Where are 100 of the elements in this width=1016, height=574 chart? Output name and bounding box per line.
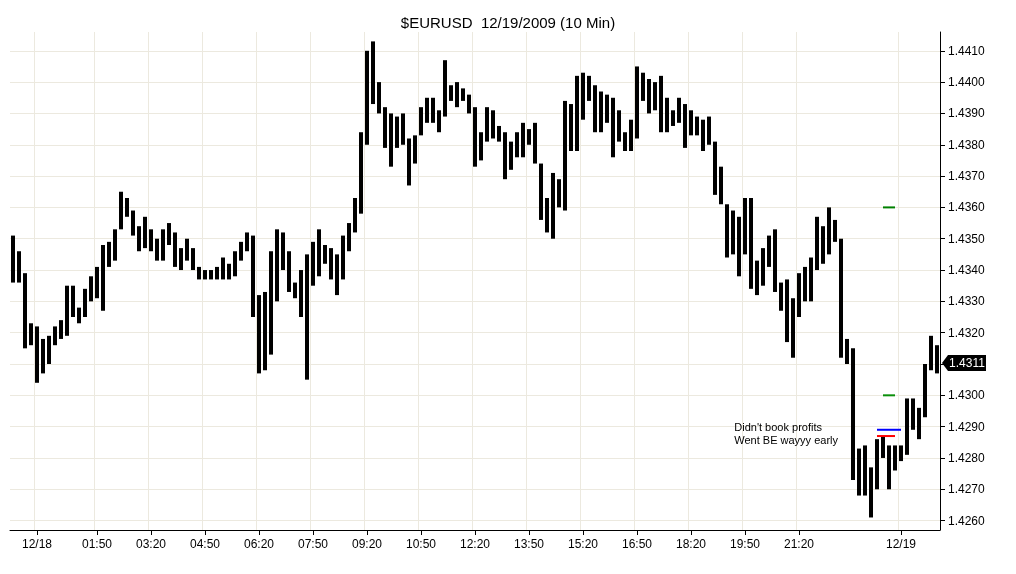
bar [10, 235, 16, 283]
bar [100, 244, 106, 311]
bar [214, 266, 220, 280]
bar [904, 398, 910, 455]
bar [208, 270, 214, 280]
y-tick-label: 1.4360 [948, 200, 986, 215]
bar [532, 122, 538, 164]
bar [796, 273, 802, 318]
bar [58, 320, 64, 339]
bar [292, 282, 298, 299]
bar [754, 260, 760, 296]
x-tick-label: 07:50 [297, 537, 329, 551]
bar [376, 82, 382, 114]
bar [64, 285, 70, 336]
x-tick-label: 12:20 [459, 537, 491, 551]
text: 1.4311 [949, 356, 986, 370]
bar [622, 132, 628, 152]
bar [802, 266, 808, 302]
bar [316, 229, 322, 277]
bar [910, 398, 916, 430]
bar [394, 116, 400, 148]
x-tick-label: 21:20 [783, 537, 815, 551]
bar [472, 107, 478, 167]
bar [508, 141, 514, 170]
bar [916, 407, 922, 440]
bar [196, 266, 202, 280]
bar [628, 119, 634, 152]
bar [466, 94, 472, 114]
bar [202, 270, 208, 280]
bar [688, 110, 694, 136]
bar [574, 75, 580, 152]
bar [424, 97, 430, 123]
bar [268, 251, 274, 355]
bar [448, 85, 454, 101]
bar [826, 207, 832, 255]
bar [892, 445, 898, 471]
bar [310, 241, 316, 286]
y-tick-label: 1.4260 [948, 513, 986, 528]
y-tick-label: 1.4370 [948, 169, 986, 184]
bar [868, 467, 874, 518]
bar [406, 138, 412, 186]
bar [148, 229, 154, 252]
x-tick-label: 15:20 [567, 537, 599, 551]
x-tick-label: 12/18 [21, 537, 53, 551]
y-tick-label: 1.4390 [948, 106, 986, 121]
bar [172, 232, 178, 267]
bar [106, 241, 112, 267]
bar [412, 135, 418, 164]
bar [784, 279, 790, 343]
bar [610, 97, 616, 158]
bar [928, 335, 934, 371]
bar [736, 216, 742, 277]
bar [814, 216, 820, 271]
bar [160, 229, 166, 261]
bar [556, 179, 562, 208]
y-tick-label: 1.4290 [948, 419, 986, 434]
y-tick-label: 1.4340 [948, 263, 986, 278]
bar [112, 229, 118, 261]
x-tick-label: 13:50 [513, 537, 545, 551]
bar [82, 288, 88, 318]
bar [16, 251, 22, 283]
annotation: Didn't book profits Went BE wayyy early [734, 420, 839, 446]
x-tick-label: 19:50 [729, 537, 761, 551]
bar [718, 166, 724, 205]
y-tick-label: 1.4300 [948, 388, 986, 403]
bar [496, 125, 502, 142]
bar [832, 219, 838, 242]
bar [712, 141, 718, 195]
x-tick-label: 10:50 [405, 537, 437, 551]
bar [232, 251, 238, 277]
bar [538, 163, 544, 220]
bar [184, 238, 190, 261]
bar [304, 254, 310, 380]
bar [352, 198, 358, 233]
bar [124, 198, 130, 217]
bar [862, 445, 868, 496]
y-tick-label: 1.4330 [948, 294, 986, 309]
bar [478, 132, 484, 161]
bar [322, 244, 328, 264]
y-tick-label: 1.4350 [948, 231, 986, 246]
bar [676, 97, 682, 123]
x-tick-label: 01:50 [81, 537, 113, 551]
bar [94, 266, 100, 299]
bar [28, 323, 34, 346]
bar [382, 107, 388, 148]
bar [646, 78, 652, 114]
bar [262, 291, 268, 371]
bar [70, 285, 76, 318]
bar [250, 235, 256, 318]
bar [694, 116, 700, 136]
x-tick-label: 16:50 [621, 537, 653, 551]
bar [238, 241, 244, 261]
bar [40, 338, 46, 374]
bar [190, 248, 196, 271]
bar [730, 210, 736, 255]
bar [808, 257, 814, 302]
bar [226, 263, 232, 280]
bar [598, 91, 604, 133]
bar [586, 75, 592, 101]
bar [256, 295, 262, 374]
